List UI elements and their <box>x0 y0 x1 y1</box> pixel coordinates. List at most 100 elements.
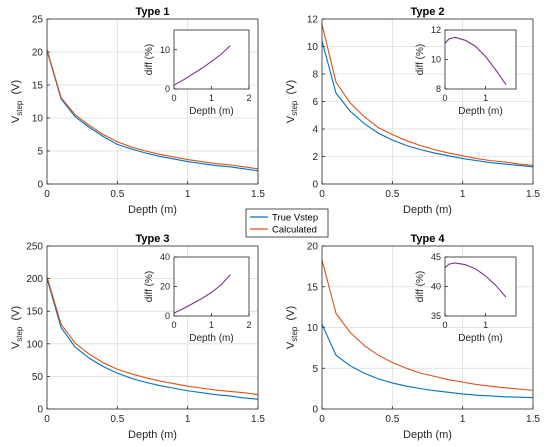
inset-y-axis-label: diff (%) <box>415 44 426 76</box>
y-tick-label: 5 <box>37 147 43 158</box>
inset-x-tick-label: 1 <box>483 93 488 103</box>
true-vstep-line <box>321 40 534 168</box>
inset-x-tick-label: 0 <box>171 320 176 330</box>
x-axis-label: Depth (m) <box>128 429 177 441</box>
inset-x-tick-label: 0 <box>442 93 447 103</box>
inset-y-axis-label: diff (%) <box>144 44 155 76</box>
inset-frame <box>173 256 250 317</box>
chart-title: Type 1 <box>135 6 169 18</box>
legend-entry: True Vstep <box>272 213 318 224</box>
y-axis-label: Vstep (V) <box>10 306 24 349</box>
inset-y-tick-label: 0 <box>165 84 170 94</box>
y-tick-label: 0 <box>312 180 318 191</box>
y-tick-label: 5 <box>312 364 318 375</box>
inset-x-tick-label: 1 <box>483 320 488 330</box>
x-tick-label: 1 <box>460 189 466 200</box>
y-tick-label: 25 <box>32 15 44 26</box>
axes-frame <box>321 18 534 185</box>
x-tick-label: 1.5 <box>251 414 265 425</box>
chart-panel-type-4: 0 0.5 1 1.5 0 5 10 15 20 Type 4 Depth (m) Vstep (V)… <box>285 233 540 441</box>
y-tick-label: 10 <box>32 114 44 125</box>
inset-frame <box>444 29 517 90</box>
inset-y-tick-label: 40 <box>431 282 441 292</box>
y-tick-label: 10 <box>307 323 319 334</box>
diff-line <box>444 262 507 298</box>
axes-frame <box>46 245 259 410</box>
inset-y-tick-label: 10 <box>160 45 170 55</box>
diff-line <box>444 36 507 85</box>
y-tick-label: 50 <box>32 372 44 383</box>
true-vstep-line <box>46 50 259 172</box>
y-tick-label: 250 <box>26 242 43 253</box>
diff-line <box>173 45 231 86</box>
y-tick-label: 15 <box>32 81 44 92</box>
inset-frame <box>444 256 517 317</box>
x-tick-label: 0 <box>319 189 325 200</box>
x-tick-label: 1.5 <box>526 189 540 200</box>
y-tick-label: 10 <box>307 42 319 53</box>
inset-x-tick-label: 0 <box>442 320 447 330</box>
chart-title: Type 4 <box>410 233 445 245</box>
y-tick-label: 6 <box>312 97 318 108</box>
inset-y-tick-label: 10 <box>431 55 441 65</box>
y-tick-label: 0 <box>312 405 318 416</box>
x-axis-label: Depth (m) <box>403 429 452 441</box>
inset-chart: 0 1 2 0 10 Depth (m) diff (%) <box>144 29 252 117</box>
x-tick-label: 0.5 <box>110 414 124 425</box>
x-tick-label: 0 <box>319 414 325 425</box>
inset-plot-area <box>174 30 249 89</box>
inset-x-tick-label: 2 <box>246 320 251 330</box>
inset-x-tick-label: 1 <box>209 320 214 330</box>
y-tick-label: 15 <box>307 282 319 293</box>
inset-y-axis-label: diff (%) <box>415 271 426 303</box>
x-tick-label: 1 <box>185 414 191 425</box>
inset-x-axis-label: Depth (m) <box>189 106 233 117</box>
y-tick-label: 20 <box>307 242 319 253</box>
chart-title: Type 2 <box>410 6 444 18</box>
y-tick-label: 100 <box>26 339 43 350</box>
legend-entry: Calculated <box>272 225 317 236</box>
inset-x-tick-label: 2 <box>246 93 251 103</box>
y-axis-label: Vstep (V) <box>285 80 299 123</box>
true-vstep-line <box>46 278 259 400</box>
y-tick-label: 0 <box>37 180 43 191</box>
inset-y-axis-label: diff (%) <box>144 271 155 303</box>
y-tick-label: 0 <box>37 405 43 416</box>
y-tick-label: 2 <box>312 152 318 163</box>
y-tick-label: 20 <box>32 48 44 59</box>
y-axis-label: Vstep (V) <box>10 80 24 123</box>
axes-frame <box>46 18 259 185</box>
calculated-line <box>321 259 534 391</box>
x-tick-label: 0.5 <box>110 189 124 200</box>
inset-x-axis-label: Depth (m) <box>458 106 502 117</box>
diff-line <box>173 274 231 314</box>
chart-title: Type 3 <box>135 233 169 245</box>
x-tick-label: 1.5 <box>526 414 540 425</box>
y-tick-label: 8 <box>312 70 318 81</box>
y-axis-label: Vstep (V) <box>285 306 299 349</box>
x-axis-label: Depth (m) <box>403 204 452 216</box>
inset-x-tick-label: 0 <box>171 93 176 103</box>
inset-plot-area <box>174 257 249 316</box>
calculated-line <box>46 276 259 396</box>
x-tick-label: 0 <box>44 414 50 425</box>
inset-y-tick-label: 35 <box>431 311 441 321</box>
true-vstep-line <box>321 324 534 399</box>
y-tick-label: 200 <box>26 274 43 285</box>
inset-y-tick-label: 12 <box>431 25 441 35</box>
inset-plot-area <box>445 30 516 89</box>
inset-x-tick-label: 1 <box>209 93 214 103</box>
x-tick-label: 0.5 <box>385 414 399 425</box>
y-tick-label: 12 <box>307 15 319 26</box>
x-tick-label: 0.5 <box>385 189 399 200</box>
x-tick-label: 1 <box>185 189 191 200</box>
legend-box <box>245 208 329 238</box>
inset-x-axis-label: Depth (m) <box>458 333 502 344</box>
y-tick-label: 4 <box>312 125 318 136</box>
inset-x-axis-label: Depth (m) <box>189 333 233 344</box>
inset-frame <box>173 29 250 90</box>
